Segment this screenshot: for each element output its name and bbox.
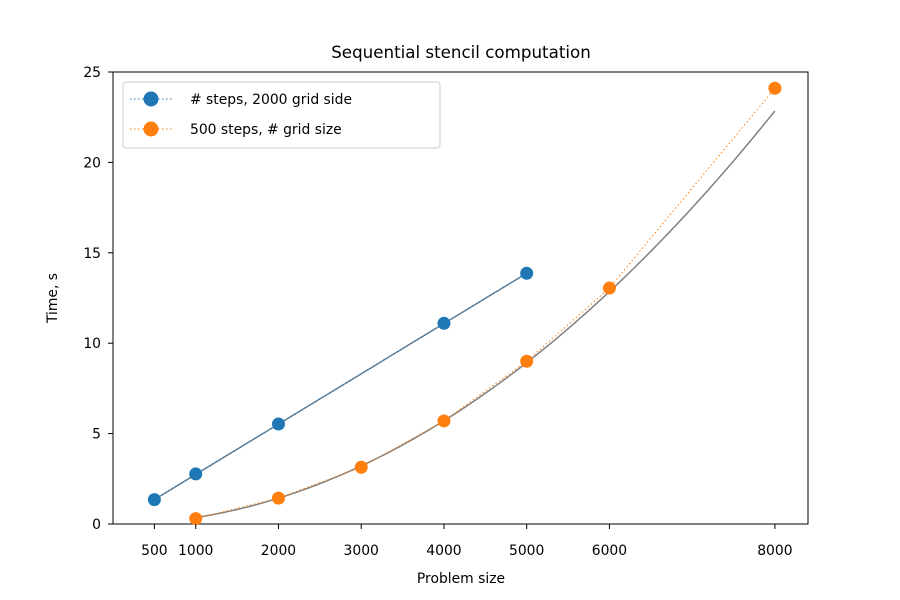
series-2-point-3 bbox=[354, 460, 368, 474]
y-tick-label: 20 bbox=[83, 155, 101, 171]
series-1-point-3 bbox=[271, 417, 285, 431]
series-2-point-6 bbox=[602, 281, 616, 295]
series-2-point-1 bbox=[189, 512, 203, 526]
y-axis: 0 5 10 15 20 25 bbox=[83, 65, 113, 533]
x-tick-label: 1000 bbox=[178, 543, 213, 559]
series-2-point-4 bbox=[437, 414, 451, 428]
legend-box bbox=[122, 81, 441, 149]
series-1-point-2 bbox=[189, 467, 203, 481]
y-tick-label: 15 bbox=[83, 246, 101, 262]
y-axis-label: Time, s bbox=[45, 273, 61, 324]
y-tick-label: 5 bbox=[92, 427, 101, 443]
y-tick-label: 10 bbox=[83, 336, 101, 352]
x-tick-label: 4000 bbox=[426, 543, 461, 559]
legend-label-series-1: # steps, 2000 grid side bbox=[190, 92, 352, 108]
x-axis: 500 1000 2000 3000 4000 5000 6000 8000 bbox=[141, 524, 793, 559]
x-tick-label: 5000 bbox=[509, 543, 544, 559]
legend: # steps, 2000 grid side 500 steps, # gri… bbox=[122, 81, 441, 149]
fit-line-2 bbox=[195, 110, 776, 519]
legend-marker-series-2 bbox=[143, 121, 159, 137]
legend-marker-series-1 bbox=[143, 91, 159, 107]
y-tick-label: 25 bbox=[83, 65, 101, 81]
series-2-point-5 bbox=[520, 354, 534, 368]
x-tick-label: 6000 bbox=[592, 543, 627, 559]
series-1-point-1 bbox=[147, 493, 161, 507]
series-2-point-7 bbox=[768, 81, 782, 95]
x-tick-label: 2000 bbox=[261, 543, 296, 559]
series-1-point-4 bbox=[437, 316, 451, 330]
x-tick-label: 3000 bbox=[344, 543, 379, 559]
chart-title: Sequential stencil computation bbox=[331, 42, 591, 62]
series-2-point-2 bbox=[271, 491, 285, 505]
x-tick-label: 8000 bbox=[757, 543, 792, 559]
x-axis-label: Problem size bbox=[417, 571, 505, 587]
series-markers bbox=[147, 81, 782, 526]
y-tick-label: 0 bbox=[92, 517, 101, 533]
series-1-point-5 bbox=[520, 266, 534, 280]
x-tick-label: 500 bbox=[141, 543, 168, 559]
legend-label-series-2: 500 steps, # grid size bbox=[190, 122, 342, 138]
